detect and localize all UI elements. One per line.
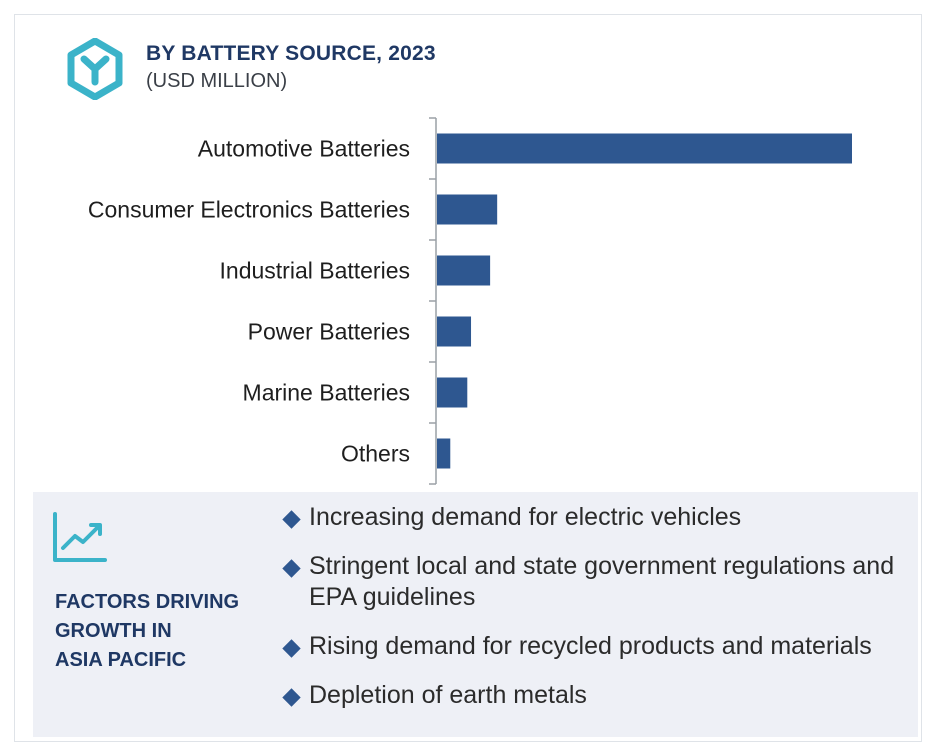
factors-heading-line: ASIA PACIFIC xyxy=(55,649,187,671)
category-label: Others xyxy=(341,441,410,467)
chart-subtitle: (USD MILLION) xyxy=(146,70,288,92)
bar-chart: Automotive Batteries Consumer Electronics… xyxy=(88,117,852,485)
category-label: Industrial Batteries xyxy=(220,258,410,284)
factor-item: Depletion of earth metals xyxy=(282,680,923,711)
factors-heading: FACTORS DRIVING GROWTH IN ASIA PACIFIC xyxy=(55,588,265,675)
factor-item: Stringent local and state government reg… xyxy=(282,551,923,613)
factors-heading-line: GROWTH IN xyxy=(55,620,172,642)
bar xyxy=(437,133,852,164)
factor-text: Increasing demand for electric vehicles xyxy=(309,503,742,531)
bar xyxy=(437,316,472,347)
factor-text: Stringent local and state government reg… xyxy=(309,552,895,611)
factor-text: Rising demand for recycled products and … xyxy=(309,632,872,660)
category-label: Power Batteries xyxy=(248,319,410,345)
bar xyxy=(437,438,451,469)
category-label: Marine Batteries xyxy=(243,380,410,406)
hexagon-y-icon xyxy=(67,38,123,100)
category-label: Consumer Electronics Batteries xyxy=(88,197,410,223)
factors-panel: FACTORS DRIVING GROWTH IN ASIA PACIFIC I… xyxy=(33,492,918,737)
chart-title: BY BATTERY SOURCE, 2023 xyxy=(146,42,436,65)
trend-line-icon xyxy=(53,512,107,562)
bar xyxy=(437,194,498,225)
category-label: Automotive Batteries xyxy=(198,136,410,162)
bar xyxy=(437,377,468,408)
factor-item: Rising demand for recycled products and … xyxy=(282,631,923,662)
factors-heading-line: FACTORS DRIVING xyxy=(55,591,240,613)
diamond-bullet-icon xyxy=(282,559,301,578)
diamond-bullet-icon xyxy=(282,688,301,707)
factor-text: Depletion of earth metals xyxy=(309,681,587,709)
bar xyxy=(437,255,491,286)
factor-list: Increasing demand for electric vehicles … xyxy=(282,502,923,729)
diamond-bullet-icon xyxy=(282,510,301,529)
factor-item: Increasing demand for electric vehicles xyxy=(282,502,923,533)
diamond-bullet-icon xyxy=(282,639,301,658)
